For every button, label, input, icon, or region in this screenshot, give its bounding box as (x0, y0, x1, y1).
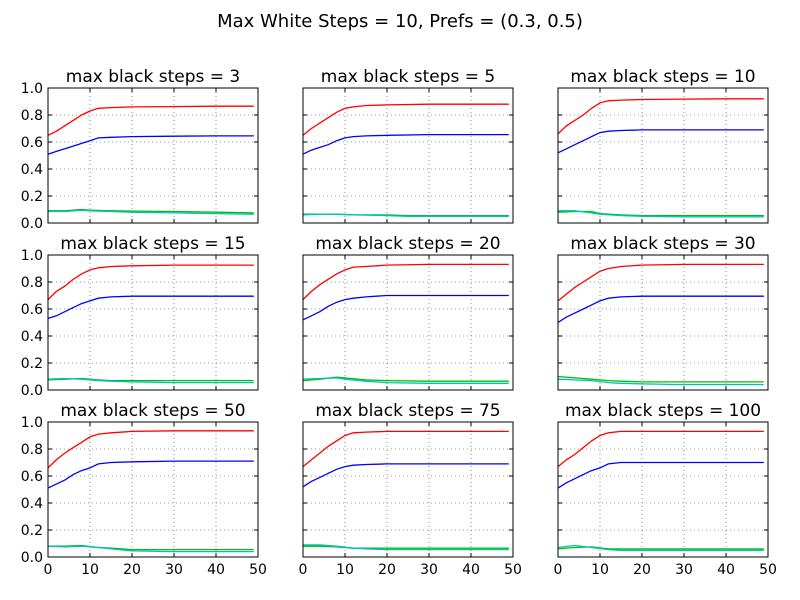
series-line-2 (557, 129, 764, 154)
x-tick-label: 20 (123, 562, 141, 578)
plot-frame (557, 421, 769, 558)
x-tick-label: 30 (165, 562, 183, 578)
x-tick-label: 40 (207, 562, 225, 578)
series-line-1 (47, 430, 254, 469)
series-line-4 (47, 377, 254, 384)
panel-title: max black steps = 15 (60, 234, 245, 254)
y-tick-label: 0.4 (21, 496, 43, 512)
panel-7: max black steps = 50 0.0 0.2 0.4 0.6 0.8 1.0 0 1… (21, 401, 267, 578)
series-line-4 (47, 545, 254, 553)
y-tick-label: 0.8 (21, 108, 43, 124)
series-line-4 (558, 210, 764, 218)
x-tick-label: 10 (591, 562, 609, 578)
series-line-2 (557, 295, 764, 324)
series-line-1 (47, 105, 254, 136)
panel-title: max black steps = 10 (570, 67, 755, 87)
y-tick-label: 0.0 (21, 216, 43, 232)
series-line-2 (557, 461, 764, 489)
x-tick-label: 30 (675, 562, 693, 578)
y-tick-label: 0.0 (21, 383, 43, 399)
series-line-2 (302, 294, 509, 321)
x-tick-label: 50 (759, 562, 777, 578)
panel-title: max black steps = 75 (315, 401, 500, 421)
series-line-1 (557, 430, 764, 468)
y-tick-label: 0.4 (21, 162, 43, 178)
plot-frame (47, 87, 259, 224)
series-line-2 (47, 460, 254, 489)
y-tick-label: 0.2 (21, 523, 43, 539)
plot-frame (557, 254, 769, 391)
y-tick-label: 0.6 (21, 302, 43, 318)
panel-8: max black steps = 75 0 10 20 30 40 50 (299, 401, 522, 578)
series-line-3 (48, 208, 254, 214)
y-tick-label: 0.4 (21, 329, 43, 345)
series-line-4 (557, 544, 764, 551)
series-line-1 (47, 264, 254, 301)
x-tick-label: 50 (504, 562, 522, 578)
x-tick-label: 30 (420, 562, 438, 578)
plot-frame (47, 254, 259, 391)
series-line-4 (302, 213, 509, 217)
series-line-1 (557, 98, 764, 135)
figure-title: Max White Steps = 10, Prefs = (0.3, 0.5) (217, 11, 583, 32)
plot-frame (302, 87, 514, 224)
panel-title: max black steps = 100 (565, 401, 761, 421)
plot-frame (302, 254, 514, 391)
panel-title: max black steps = 50 (60, 401, 245, 421)
series-line-1 (302, 430, 509, 468)
panel-1: max black steps = 3 0.0 0.2 0.4 0.6 0.8 1.0 (21, 67, 259, 232)
x-tick-label: 10 (81, 562, 99, 578)
y-tick-label: 1.0 (21, 81, 43, 97)
panel-3: max black steps = 10 (557, 67, 769, 224)
series-line-3 (557, 375, 764, 383)
y-tick-label: 0.8 (21, 275, 43, 291)
series-line-3 (303, 545, 509, 549)
y-tick-label: 0.2 (21, 356, 43, 372)
plot-frame (47, 421, 259, 558)
y-tick-label: 1.0 (21, 248, 43, 264)
panel-title: max black steps = 3 (66, 67, 240, 87)
series-line-2 (302, 133, 509, 155)
series-line-2 (302, 463, 509, 488)
plot-frame (302, 421, 514, 558)
y-tick-label: 0.8 (21, 442, 43, 458)
x-tick-label: 0 (44, 562, 53, 578)
series-line-4 (557, 378, 764, 386)
panel-title: max black steps = 30 (570, 234, 755, 254)
series-line-4 (302, 377, 509, 384)
series-line-3 (557, 546, 764, 550)
x-tick-label: 10 (336, 562, 354, 578)
y-tick-label: 0.0 (21, 550, 43, 566)
y-tick-label: 0.2 (21, 189, 43, 205)
x-tick-label: 0 (554, 562, 563, 578)
panel-4: max black steps = 15 0.0 0.2 0.4 0.6 0.8 1.0 (21, 234, 259, 399)
series-line-2 (47, 135, 254, 155)
panel-grid: max black steps = 30.00.20.40.60.81.0max… (21, 67, 777, 578)
series-line-2 (47, 295, 254, 320)
panel-5: max black steps = 20 (302, 234, 514, 391)
y-tick-label: 1.0 (21, 415, 43, 431)
plot-frame (557, 87, 769, 224)
series-line-3 (48, 544, 254, 551)
panel-title: max black steps = 20 (315, 234, 500, 254)
x-tick-label: 20 (378, 562, 396, 578)
series-line-1 (557, 263, 764, 302)
series-line-4 (48, 209, 254, 215)
panel-9: max black steps = 100 0 10 20 30 40 50 (554, 401, 777, 578)
x-tick-label: 20 (633, 562, 651, 578)
panel-title: max black steps = 5 (321, 67, 495, 87)
x-tick-label: 50 (249, 562, 267, 578)
panel-2: max black steps = 5 (302, 67, 514, 224)
series-line-4 (303, 544, 509, 551)
x-tick-label: 40 (462, 562, 480, 578)
panel-6: max black steps = 30 (557, 234, 769, 391)
series-line-1 (302, 103, 509, 136)
y-tick-label: 0.6 (21, 135, 43, 151)
x-tick-label: 40 (717, 562, 735, 578)
x-tick-label: 0 (299, 562, 308, 578)
series-line-1 (302, 263, 509, 301)
y-tick-label: 0.6 (21, 469, 43, 485)
